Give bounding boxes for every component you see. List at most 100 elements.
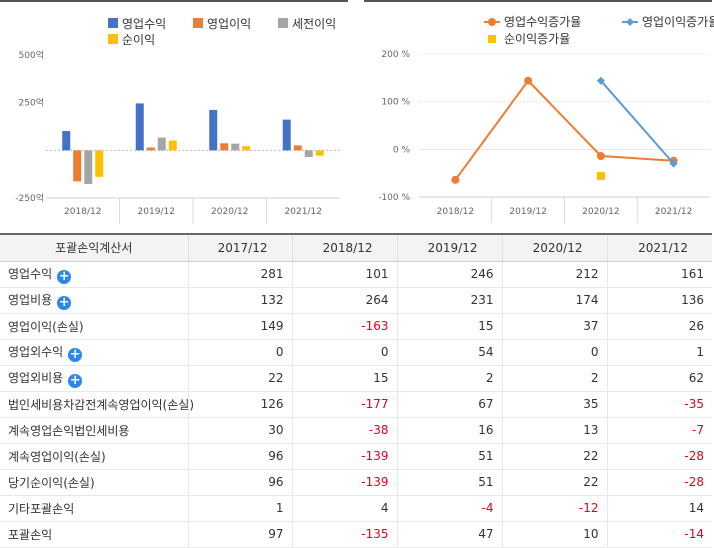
table-row: 영업이익(손실) 149 -163 15 37 26 bbox=[0, 313, 712, 340]
table-cell: 231 bbox=[397, 287, 503, 314]
legend-swatch bbox=[108, 18, 118, 28]
table-cell: 22 bbox=[188, 365, 293, 392]
bar bbox=[135, 103, 144, 151]
row-label: 포괄손익 bbox=[0, 521, 189, 548]
row-label: 계속영업손익법인세비용 bbox=[0, 417, 189, 444]
data-point bbox=[596, 172, 605, 181]
table-cell: 37 bbox=[502, 313, 608, 340]
table-cell: 174 bbox=[502, 287, 608, 314]
table-cell: 0 bbox=[188, 339, 293, 366]
bar bbox=[62, 131, 71, 151]
bar bbox=[168, 140, 177, 151]
legend-label: 영업이익증가율 bbox=[642, 15, 714, 29]
table-row: 당기순이익(손실) 96 -139 51 22 -28 bbox=[0, 469, 712, 496]
y-tick-label: -250억 bbox=[15, 192, 44, 204]
table-cell: 15 bbox=[397, 313, 503, 340]
table-cell: -7 bbox=[607, 417, 712, 444]
bar bbox=[315, 150, 324, 156]
bar bbox=[304, 150, 313, 158]
table-cell: -38 bbox=[292, 417, 398, 444]
table-cell: 136 bbox=[607, 287, 712, 314]
row-label-text: 법인세비용차감전계속영업이익(손실) bbox=[8, 397, 195, 412]
table-cell: 246 bbox=[397, 261, 503, 288]
data-point bbox=[596, 152, 605, 161]
data-point bbox=[596, 76, 605, 85]
row-label: 영업이익(손실) bbox=[0, 313, 189, 340]
row-label: 기타포괄손익 bbox=[0, 495, 189, 522]
bar bbox=[242, 146, 251, 151]
bar bbox=[146, 147, 155, 151]
table-cell: 10 bbox=[502, 521, 608, 548]
legend-label: 순이익증가율 bbox=[504, 32, 570, 46]
table-cell: -139 bbox=[292, 469, 398, 496]
y-tick-label: 200 % bbox=[381, 50, 410, 60]
table-cell: -28 bbox=[607, 443, 712, 470]
table-cell: 13 bbox=[502, 417, 608, 444]
table-cell: 161 bbox=[607, 261, 712, 288]
table-cell: 47 bbox=[397, 521, 503, 548]
table-row: 영업수익 +281 101 246 212 161 bbox=[0, 261, 712, 288]
table-row: 기타포괄손익 1 4 -4 -12 14 bbox=[0, 495, 712, 522]
table-row: 포괄손익 97 -135 47 10 -14 bbox=[0, 521, 712, 548]
bar bbox=[73, 150, 82, 182]
row-label-text: 기타포괄손익 bbox=[8, 501, 75, 516]
table-cell: -14 bbox=[607, 521, 712, 548]
table-cell: -28 bbox=[607, 469, 712, 496]
table-cell: -135 bbox=[292, 521, 398, 548]
row-label-text: 포괄손익 bbox=[8, 527, 53, 542]
y-tick-label: 500억 bbox=[19, 49, 44, 61]
table-cell: 15 bbox=[292, 365, 398, 392]
table-cell: 1 bbox=[607, 339, 712, 366]
table-cell: 30 bbox=[188, 417, 293, 444]
table-cell: 132 bbox=[188, 287, 293, 314]
row-label: 당기순이익(손실) bbox=[0, 469, 189, 496]
data-point bbox=[669, 159, 678, 168]
row-label: 영업수익 + bbox=[0, 261, 189, 288]
table-row: 법인세비용차감전계속영업이익(손실) 126 -177 67 35 -35 bbox=[0, 391, 712, 418]
table-cell: -4 bbox=[397, 495, 503, 522]
row-label-text: 영업이익(손실) bbox=[8, 319, 84, 334]
header-statement-label: 포괄손익계산서 bbox=[0, 233, 189, 262]
table-row: 영업외비용 +22 15 2 2 62 bbox=[0, 365, 712, 392]
expand-plus-icon[interactable]: + bbox=[68, 346, 83, 362]
table-cell: 281 bbox=[188, 261, 293, 288]
bar bbox=[282, 119, 291, 151]
row-label: 영업외비용 + bbox=[0, 365, 189, 392]
row-label: 영업비용 + bbox=[0, 287, 189, 314]
row-label: 영업외수익 + bbox=[0, 339, 189, 366]
table-cell: -139 bbox=[292, 443, 398, 470]
table-cell: 22 bbox=[502, 443, 608, 470]
row-label: 법인세비용차감전계속영업이익(손실) bbox=[0, 391, 194, 418]
y-tick-label: 100 % bbox=[381, 98, 410, 108]
legend-label: 영업수익 bbox=[122, 17, 166, 31]
table-header-row: 포괄손익계산서 2017/12 2018/12 2019/12 2020/12 … bbox=[0, 233, 712, 262]
x-tick-label: 2019/12 bbox=[138, 207, 175, 217]
table-cell: 149 bbox=[188, 313, 293, 340]
row-label-text: 당기순이익(손실) bbox=[8, 475, 95, 490]
bar-chart-top-border bbox=[0, 0, 348, 2]
table-cell: 97 bbox=[188, 521, 293, 548]
x-tick-label: 2018/12 bbox=[437, 207, 474, 217]
series-line bbox=[454, 79, 674, 181]
table-cell: 62 bbox=[607, 365, 712, 392]
table-cell: 212 bbox=[502, 261, 608, 288]
table-cell: 2 bbox=[397, 365, 503, 392]
table-cell: 264 bbox=[292, 287, 398, 314]
expand-plus-icon[interactable]: + bbox=[57, 268, 72, 284]
legend-swatch bbox=[108, 34, 118, 44]
x-tick-label: 2020/12 bbox=[211, 207, 248, 217]
table-cell: -177 bbox=[292, 391, 398, 418]
legend-label: 순이익 bbox=[122, 33, 155, 47]
legend-label: 영업수익증가율 bbox=[504, 15, 581, 29]
table-cell: 96 bbox=[188, 469, 293, 496]
x-tick-label: 2018/12 bbox=[64, 207, 101, 217]
expand-plus-icon[interactable]: + bbox=[68, 372, 83, 388]
row-label-text: 영업외수익 bbox=[8, 344, 64, 359]
bar bbox=[95, 150, 104, 177]
table-cell: 51 bbox=[397, 443, 503, 470]
table-cell: -12 bbox=[502, 495, 608, 522]
expand-plus-icon[interactable]: + bbox=[57, 294, 72, 310]
table-row: 영업비용 +132 264 231 174 136 bbox=[0, 287, 712, 314]
